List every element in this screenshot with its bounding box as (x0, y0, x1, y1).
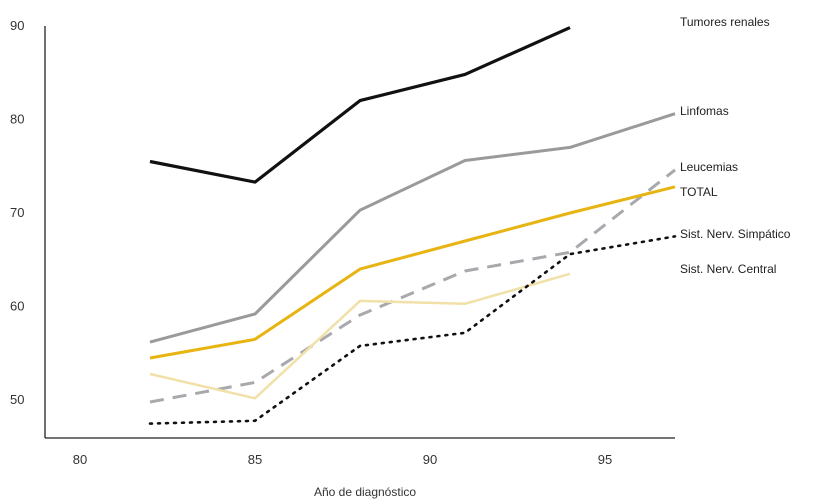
x-axis-title: Año de diagnóstico (314, 485, 416, 499)
legend-label: Linfomas (680, 104, 729, 118)
y-tick-labels: 50 60 70 80 90 (10, 18, 24, 407)
series-line-total (149, 185, 676, 360)
x-tick-label: 95 (598, 452, 612, 467)
legend: Tumores renales Linfomas Leucemias TOTAL Sis… (680, 15, 791, 276)
x-tick-label: 90 (423, 452, 437, 467)
legend-label: Sist. Nerv. Central (680, 262, 776, 276)
series-line-sist-nerv-simpatico (149, 272, 571, 400)
series-line-tumores-renales (149, 26, 571, 184)
series-line-leucemias (149, 168, 676, 404)
legend-label: TOTAL (680, 185, 718, 199)
axes (44, 26, 675, 439)
series-line-linfomas (149, 112, 676, 344)
legend-label: Tumores renales (680, 15, 770, 29)
y-tick-label: 90 (10, 18, 24, 33)
legend-label: Sist. Nerv. Simpático (680, 227, 791, 241)
y-tick-label: 80 (10, 111, 24, 126)
x-tick-label: 80 (73, 452, 87, 467)
y-tick-label: 70 (10, 205, 24, 220)
x-tick-label: 85 (248, 452, 262, 467)
y-tick-label: 60 (10, 299, 24, 314)
x-tick-labels: 80 85 90 95 (73, 452, 612, 467)
series-lines (148, 26, 677, 425)
legend-label: Leucemias (680, 160, 738, 174)
y-tick-label: 50 (10, 392, 24, 407)
series-line-sist-nerv-central (148, 235, 677, 425)
